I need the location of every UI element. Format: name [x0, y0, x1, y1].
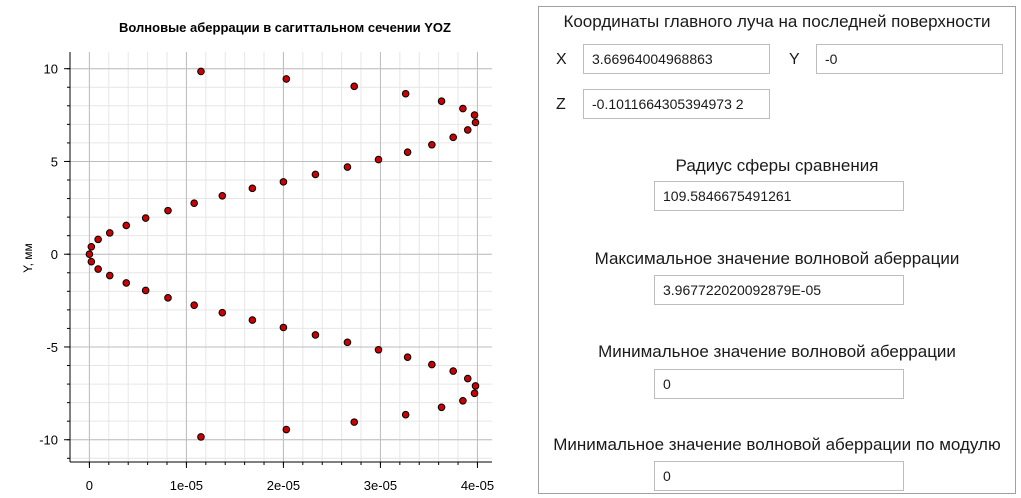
data-point	[403, 148, 412, 156]
data-point	[437, 403, 446, 412]
minor-grid	[70, 52, 492, 462]
y-tick-label: -10	[39, 433, 58, 448]
wave-aberration-chart: 0 1e-05 2e-05 3e-05 4e-05 10 5 0 -5 -10 Волновые …	[21, 20, 494, 493]
data-point	[374, 155, 383, 164]
data-point	[282, 75, 291, 83]
data-point	[428, 140, 436, 149]
x-tick-label: 2e-05	[267, 478, 300, 493]
data-point	[105, 229, 114, 237]
data-point	[279, 178, 288, 186]
chart-points	[85, 67, 480, 441]
x-tick-label: 3e-05	[364, 478, 397, 493]
data-point	[218, 191, 227, 200]
data-point	[87, 257, 96, 266]
data-point	[197, 433, 205, 441]
data-point	[459, 104, 467, 113]
x-tick-label: 4e-05	[461, 478, 494, 493]
x-tick-label: 1e-05	[170, 478, 203, 493]
data-point	[279, 323, 288, 332]
data-point	[471, 118, 480, 127]
data-point	[190, 199, 198, 207]
major-grid	[70, 52, 492, 462]
data-point	[248, 184, 257, 193]
x-label: X	[556, 51, 567, 68]
data-point	[141, 286, 150, 295]
x-tick-label: 0	[86, 478, 93, 493]
chart-title: Волновые аберрации в сагиттальном сечени…	[119, 20, 451, 35]
chart-ticks: 0 1e-05 2e-05 3e-05 4e-05 10 5 0 -5 -10	[39, 62, 494, 493]
data-point	[197, 67, 205, 76]
data-point	[282, 425, 291, 434]
data-point	[401, 89, 410, 98]
z-label: Z	[556, 96, 566, 113]
y-tick-label: 10	[44, 62, 58, 77]
data-point	[449, 133, 457, 142]
data-point	[459, 396, 467, 405]
data-point	[470, 111, 479, 119]
data-point	[141, 214, 150, 222]
min-aberration-heading: Минимальное значение волновой аберрации	[598, 342, 956, 361]
y-tick-label: 0	[51, 247, 58, 262]
max-aberration-heading: Максимальное значение волновой аберрации	[594, 249, 960, 268]
x-coordinate-field[interactable]: 3.66964004968863	[583, 44, 770, 74]
data-point	[449, 367, 457, 375]
data-point	[94, 265, 102, 273]
y-tick-label: -5	[46, 340, 58, 355]
data-point	[87, 242, 96, 251]
data-point	[122, 221, 131, 230]
data-point	[248, 316, 257, 324]
data-point	[190, 301, 198, 310]
sphere-radius-field[interactable]: 109.5846675491261	[654, 181, 904, 211]
data-point	[105, 271, 114, 280]
data-point	[350, 418, 359, 426]
chart-y-axis-label: Y, мм	[21, 243, 35, 273]
data-point	[403, 353, 412, 361]
data-point	[85, 250, 94, 259]
data-point	[311, 331, 320, 339]
data-point	[463, 374, 472, 383]
data-point	[401, 410, 410, 419]
sphere-radius-heading: Радиус сферы сравнения	[675, 156, 879, 175]
data-point	[343, 163, 352, 171]
data-point	[350, 82, 359, 91]
data-point	[164, 206, 172, 215]
data-point	[471, 382, 480, 390]
min-aberration-field[interactable]: 0	[654, 369, 904, 399]
data-point	[463, 126, 472, 134]
chief-ray-heading: Координаты главного луча на последней по…	[563, 12, 991, 31]
max-aberration-field[interactable]: 3.967722020092879E-05	[654, 275, 904, 305]
z-coordinate-field[interactable]: -0.1011664305394973 2	[583, 89, 770, 119]
y-coordinate-field[interactable]: -0	[816, 44, 1003, 74]
data-point	[437, 97, 446, 105]
data-point	[374, 345, 383, 354]
data-point	[218, 308, 227, 317]
min-abs-aberration-field[interactable]: 0	[654, 461, 904, 491]
data-point	[343, 338, 352, 347]
results-panel: Координаты главного луча на последней по…	[538, 6, 1016, 494]
data-point	[311, 170, 320, 179]
chart-svg: 0 1e-05 2e-05 3e-05 4e-05 10 5 0 -5 -10 Волновые …	[21, 20, 494, 493]
data-point	[164, 294, 172, 302]
data-point	[122, 279, 131, 287]
data-point	[470, 389, 479, 398]
chart-axes	[69, 52, 492, 463]
data-point	[94, 235, 102, 244]
data-point	[428, 360, 436, 369]
min-abs-aberration-heading: Минимальное значение волновой аберрации …	[553, 435, 1001, 454]
y-tick-label: 5	[51, 154, 58, 169]
y-label: Y	[789, 51, 800, 68]
